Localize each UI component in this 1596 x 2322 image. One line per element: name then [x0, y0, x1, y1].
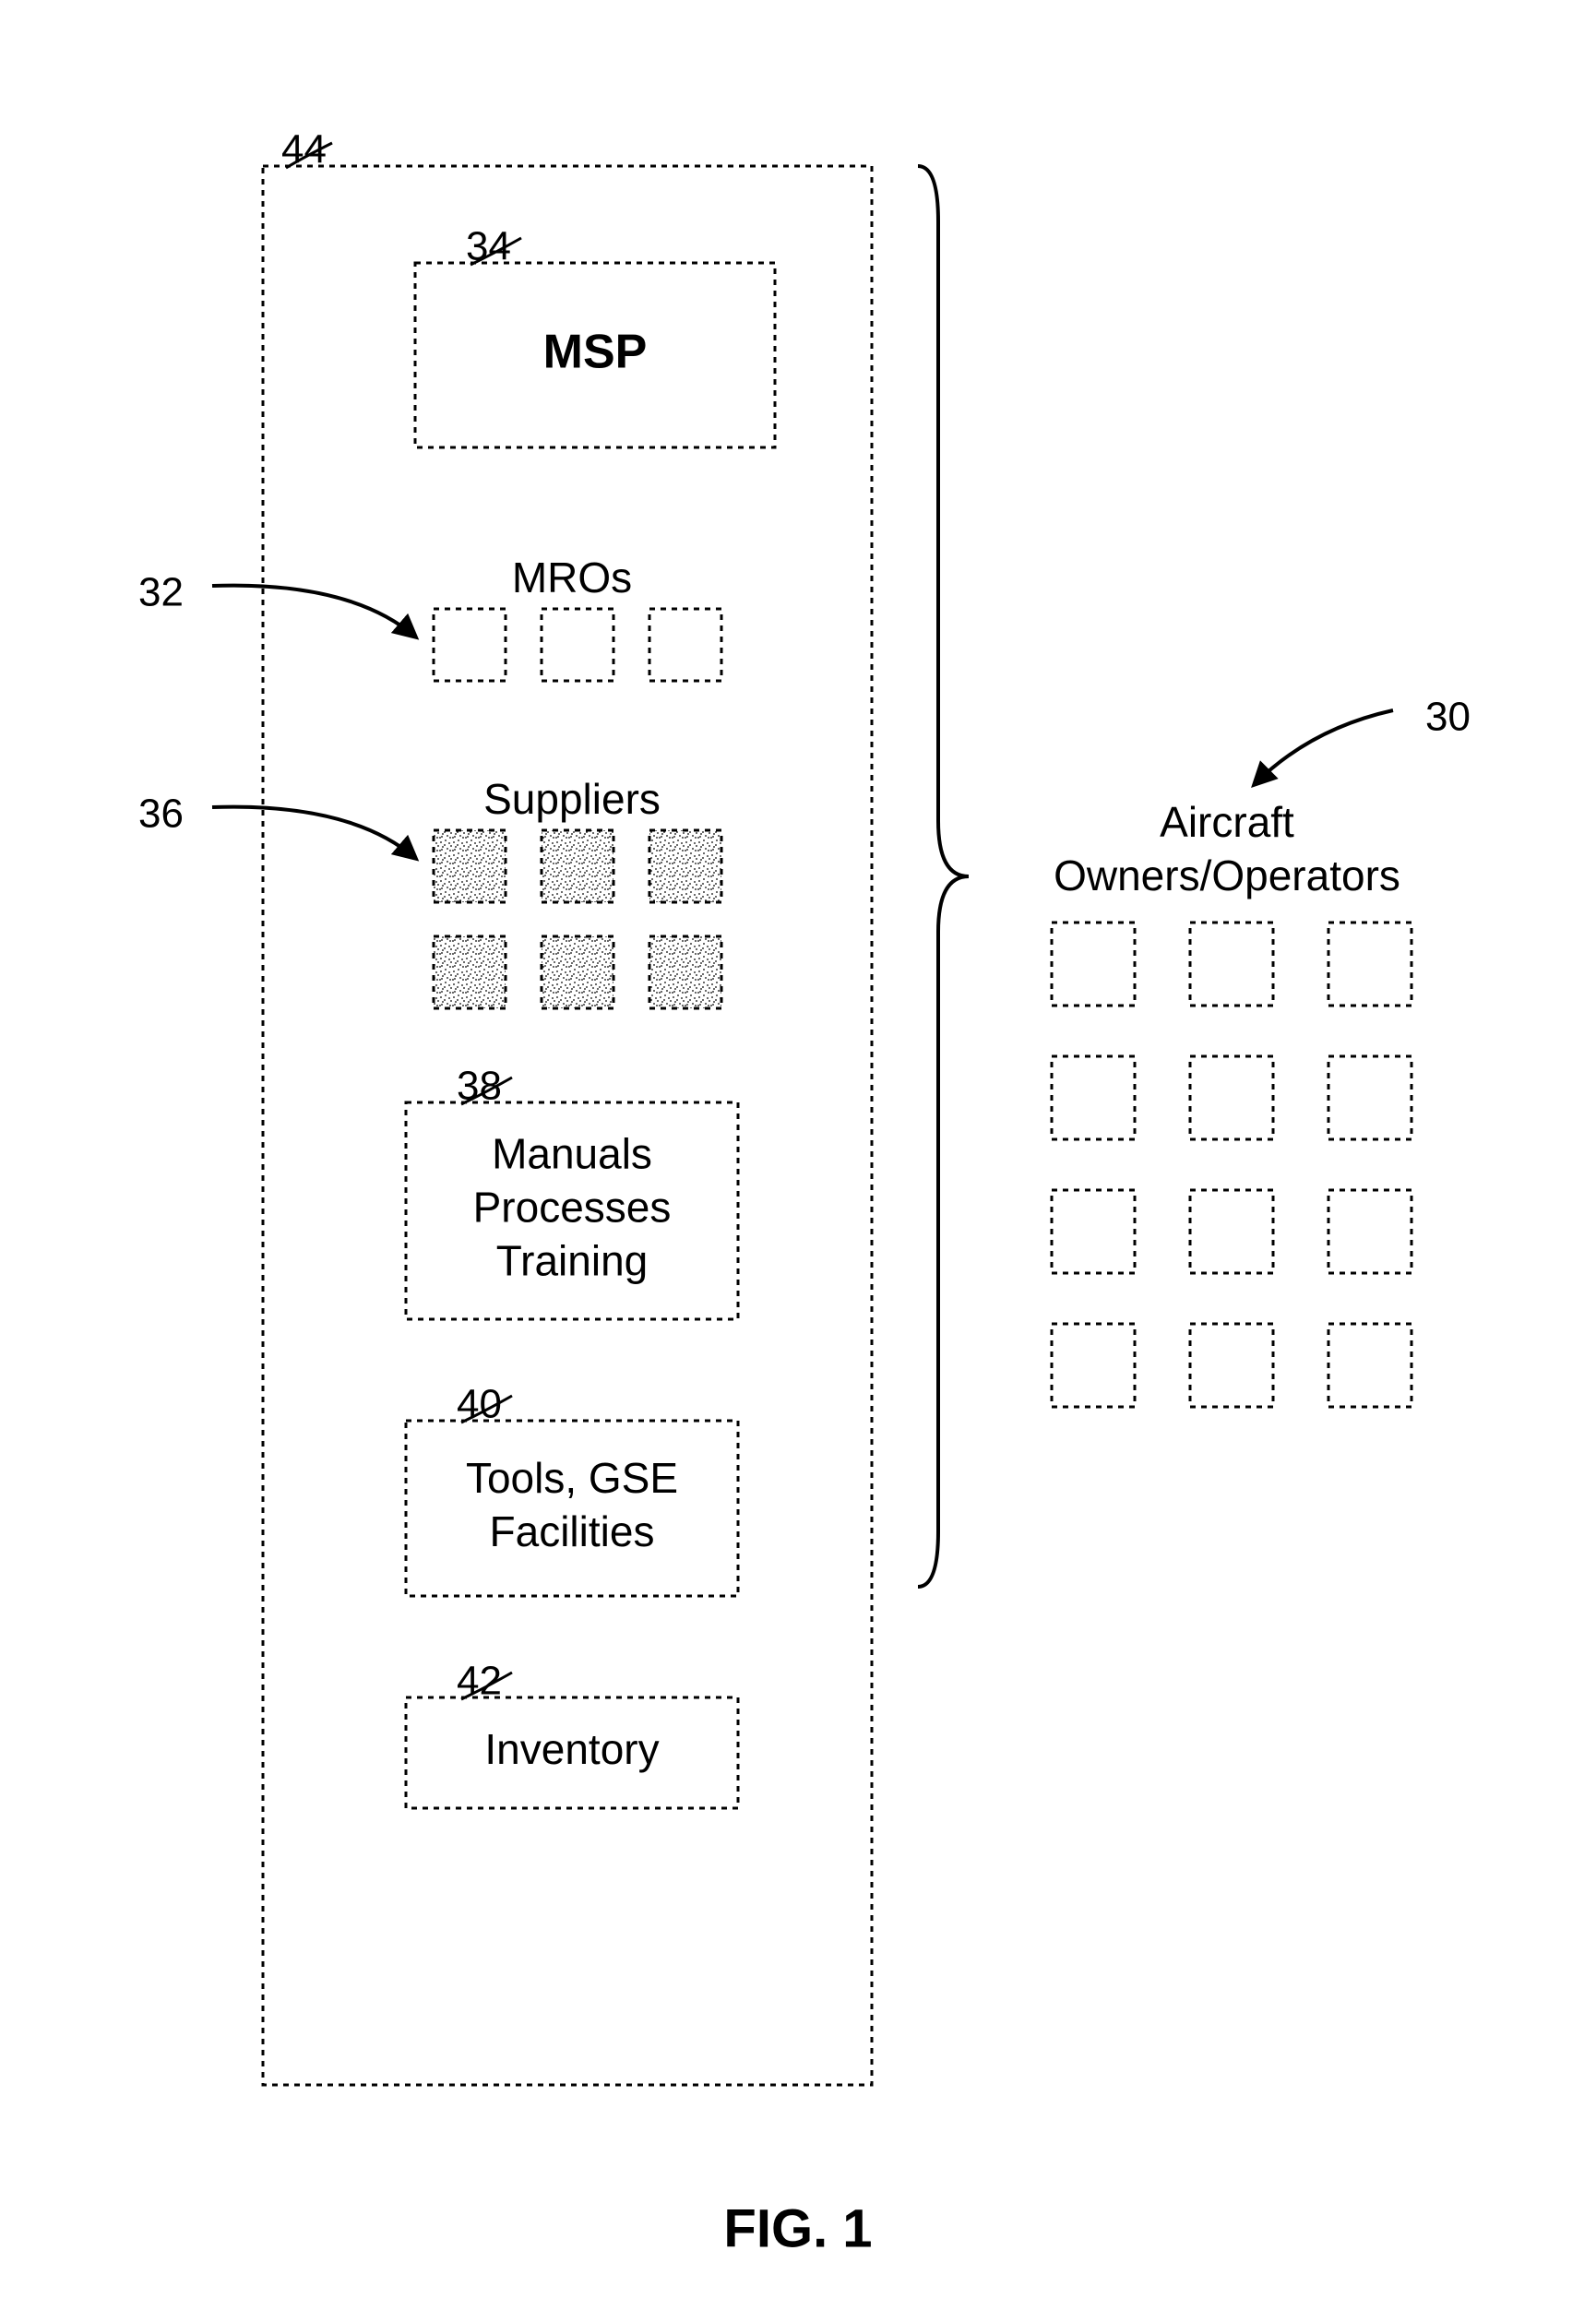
owners-label-1: Owners/Operators — [1054, 851, 1400, 899]
suppliers-label: Suppliers — [483, 775, 661, 823]
tools-line-0: Tools, GSE — [466, 1454, 678, 1502]
supplier-box-5 — [649, 936, 721, 1008]
figure-label: FIG. 1 — [723, 2198, 872, 2258]
supplier-box-0 — [434, 830, 506, 902]
owners-label-0: Aircraft — [1160, 798, 1294, 846]
supplier-box-4 — [542, 936, 613, 1008]
tools-line-1: Facilities — [490, 1507, 655, 1555]
supplier-box-1 — [542, 830, 613, 902]
mros-label: MROs — [512, 554, 632, 601]
manuals-line-1: Processes — [473, 1184, 672, 1232]
ref-36: 36 — [138, 792, 184, 837]
ref-32: 32 — [138, 570, 184, 615]
supplier-box-2 — [649, 830, 721, 902]
ref-30: 30 — [1425, 695, 1471, 740]
manuals-line-0: Manuals — [492, 1130, 652, 1178]
inventory-line-0: Inventory — [484, 1725, 659, 1773]
msp-label: MSP — [543, 326, 648, 379]
manuals-line-2: Training — [496, 1237, 648, 1285]
canvas-bg — [0, 0, 1596, 2322]
supplier-box-3 — [434, 936, 506, 1008]
